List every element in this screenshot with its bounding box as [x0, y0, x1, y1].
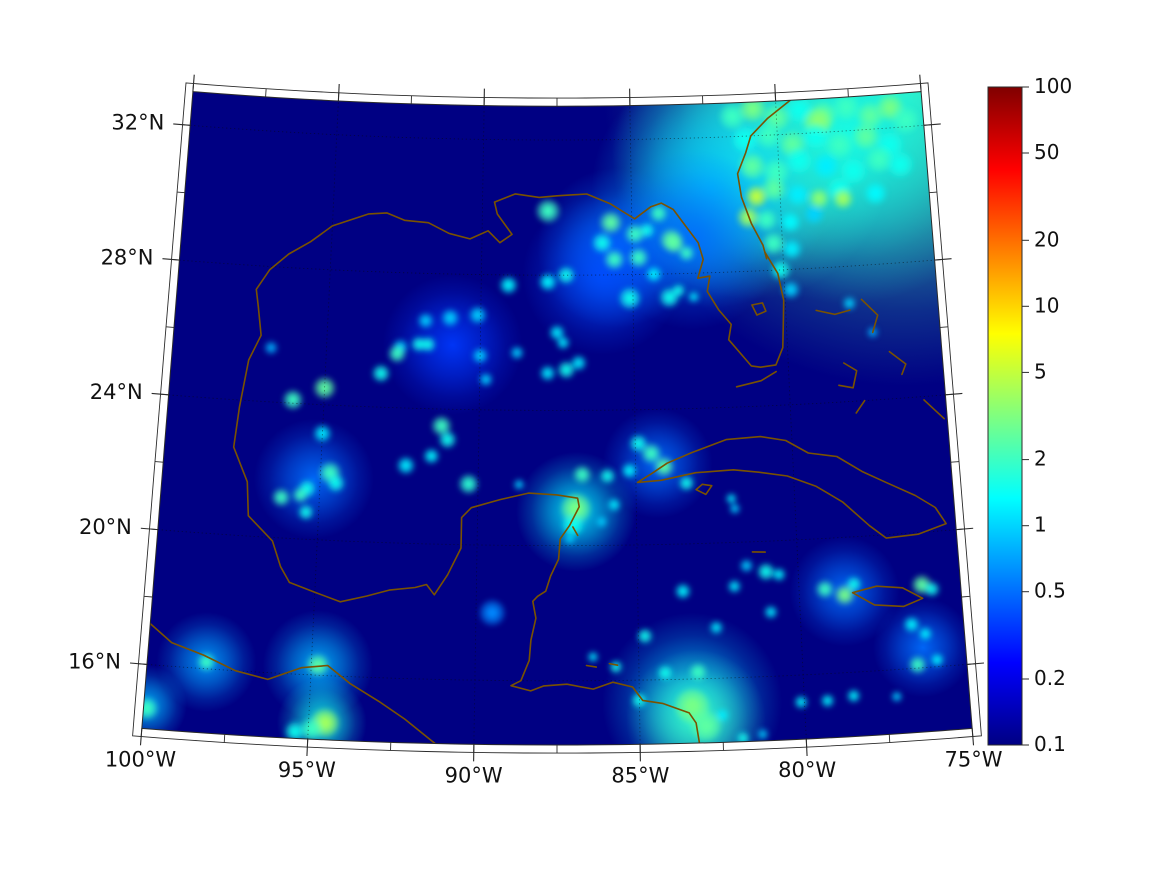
colorbar: 100 50 20 10 5 2 1 0.5 0.2 0.1 — [987, 74, 1072, 756]
colorbar-tick-label: 0.1 — [1034, 732, 1066, 756]
colorbar-tick-label: 1 — [1034, 513, 1047, 537]
lon-tick-label: 80°W — [778, 758, 836, 782]
density-blob-layer — [141, 95, 944, 745]
axis-labels: 32°N 28°N 24°N 20°N 16°N 100°W 95°W 90°W 85°W 80°… — [68, 111, 1003, 788]
colorbar-gradient — [987, 86, 1023, 746]
lon-tick-label: 75°W — [945, 747, 1003, 771]
colorbar-tick-label: 50 — [1034, 140, 1059, 164]
colorbar-tick-label: 20 — [1034, 227, 1059, 251]
lon-tick-label: 95°W — [278, 758, 336, 782]
lat-tick-label: 16°N — [68, 650, 121, 674]
lat-tick-label: 20°N — [79, 515, 132, 539]
lon-tick-label: 90°W — [445, 763, 503, 787]
colorbar-tick-label: 0.2 — [1034, 666, 1066, 690]
colorbar-tick-label: 100 — [1034, 74, 1072, 98]
lon-tick-label: 85°W — [611, 763, 669, 787]
lon-tick-label: 100°W — [105, 747, 177, 771]
colorbar-tick-label: 5 — [1034, 359, 1047, 383]
lat-tick-label: 28°N — [101, 245, 154, 269]
map-frame — [129, 74, 985, 762]
colorbar-tick-label: 2 — [1034, 447, 1047, 471]
lat-tick-label: 24°N — [90, 380, 143, 404]
coastlines — [141, 91, 967, 746]
colorbar-tick-label: 0.5 — [1034, 579, 1066, 603]
lat-tick-label: 32°N — [111, 111, 164, 135]
colorbar-tick-label: 10 — [1034, 293, 1059, 317]
